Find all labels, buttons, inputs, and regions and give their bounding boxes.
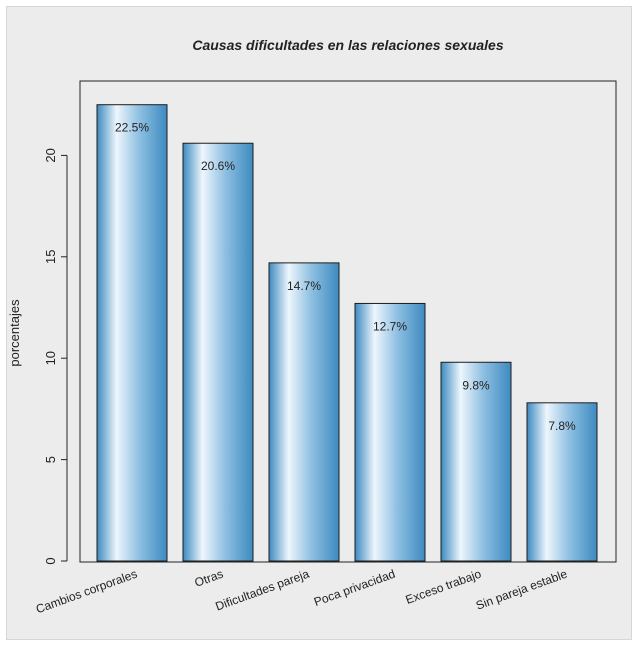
x-tick-label: Dificultades pareja: [213, 567, 311, 614]
y-axis-label: porcentajes: [7, 299, 22, 367]
bar-chart: Causas dificultades en las relaciones se…: [7, 37, 617, 617]
chart-title: Causas dificultades en las relaciones se…: [192, 37, 503, 53]
bar: [440, 361, 512, 562]
bar: [182, 142, 254, 562]
bar-data-label: 14.7%: [287, 279, 321, 293]
bar: [526, 402, 598, 562]
bar: [354, 302, 426, 562]
chart-frame: Causas dificultades en las relaciones se…: [6, 6, 632, 640]
bar: [96, 104, 168, 562]
y-tick-label: 0: [43, 557, 58, 564]
x-tick-label: Otras: [193, 567, 225, 590]
y-axis: 0 5 10 15 20: [43, 148, 68, 565]
bar-data-label: 7.8%: [548, 419, 576, 433]
y-tick-label: 5: [43, 456, 58, 463]
bar-data-label: 22.5%: [115, 121, 149, 135]
bar: [268, 262, 340, 562]
bar-data-label: 20.6%: [201, 159, 235, 173]
y-tick-label: 15: [43, 250, 58, 264]
x-tick-label: Exceso trabajo: [404, 567, 484, 607]
y-tick-label: 10: [43, 351, 58, 365]
bars-group: 22.5% 20.6% 14.7% 12.7% 9.8% 7.8%: [96, 104, 598, 562]
x-tick-label: Cambios corporales: [34, 567, 139, 617]
x-tick-label: Sin pareja estable: [474, 567, 569, 613]
bar-data-label: 12.7%: [373, 319, 407, 333]
y-tick-label: 20: [43, 148, 58, 162]
plot-area: [79, 80, 617, 563]
bar-data-label: 9.8%: [462, 378, 490, 392]
x-tick-label: Poca privacidad: [312, 567, 397, 609]
